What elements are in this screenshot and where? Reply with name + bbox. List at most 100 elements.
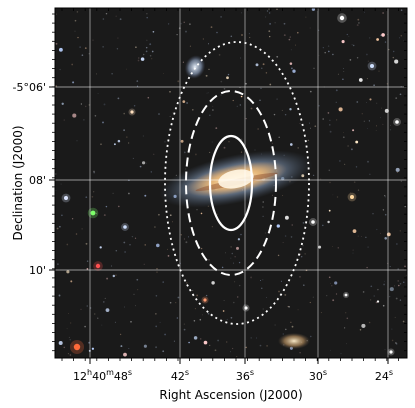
faint-star	[309, 122, 311, 124]
faint-star	[386, 33, 388, 35]
faint-star	[346, 343, 347, 345]
faint-star	[399, 93, 402, 96]
faint-star	[144, 244, 146, 246]
faint-star	[211, 141, 213, 143]
faint-star	[343, 163, 346, 166]
bright-star	[180, 139, 184, 143]
faint-star	[256, 250, 257, 252]
faint-star	[282, 195, 284, 196]
companion-galaxy-bottom	[278, 333, 310, 349]
faint-star	[290, 236, 293, 238]
faint-star	[368, 120, 371, 122]
faint-star	[97, 317, 99, 319]
faint-star	[92, 39, 94, 41]
bright-star	[188, 341, 190, 344]
faint-star	[76, 140, 78, 142]
bright-star	[386, 232, 391, 237]
faint-star	[60, 183, 62, 185]
faint-star	[400, 180, 402, 182]
faint-star	[130, 320, 132, 323]
bright-star	[66, 270, 70, 274]
faint-star	[335, 89, 338, 92]
faint-star	[249, 36, 251, 39]
faint-star	[136, 85, 139, 87]
faint-star	[93, 171, 95, 174]
faint-star	[143, 263, 145, 265]
faint-star	[234, 256, 236, 258]
faint-star	[260, 87, 262, 90]
faint-star	[299, 352, 301, 354]
faint-star	[337, 73, 339, 75]
faint-star	[196, 294, 199, 297]
faint-star	[271, 142, 273, 144]
faint-star	[233, 262, 235, 264]
faint-star	[310, 127, 312, 129]
faint-star	[384, 195, 386, 197]
faint-star	[223, 299, 225, 301]
faint-star	[400, 9, 403, 12]
faint-star	[227, 73, 230, 76]
bright-star	[113, 143, 116, 146]
faint-star	[355, 166, 358, 168]
faint-star	[390, 124, 392, 126]
faint-star	[226, 341, 228, 343]
faint-star	[105, 205, 108, 208]
faint-star	[365, 236, 367, 238]
notable-star	[370, 64, 374, 68]
faint-star	[94, 115, 97, 117]
faint-star	[132, 157, 134, 159]
faint-star	[376, 102, 378, 104]
faint-star	[245, 82, 247, 85]
faint-star	[65, 194, 67, 196]
faint-star	[142, 53, 145, 56]
faint-star	[68, 313, 69, 314]
faint-star	[236, 356, 238, 357]
faint-star	[384, 41, 387, 43]
faint-star	[336, 196, 339, 198]
faint-star	[309, 301, 311, 304]
faint-star	[169, 301, 172, 304]
bright-star	[99, 246, 102, 249]
bright-star	[289, 108, 292, 111]
faint-star	[189, 45, 191, 47]
faint-star	[176, 33, 178, 36]
minor-ticks	[52, 8, 407, 361]
faint-star	[185, 168, 187, 170]
faint-star	[146, 13, 148, 15]
bright-star	[105, 308, 110, 312]
faint-star	[396, 343, 398, 345]
faint-star	[151, 50, 154, 53]
faint-star	[136, 278, 139, 281]
faint-star	[194, 308, 196, 310]
faint-star	[201, 314, 203, 316]
faint-star	[384, 196, 387, 198]
faint-star	[329, 124, 331, 126]
faint-star	[68, 336, 70, 338]
faint-star	[396, 243, 398, 245]
faint-star	[297, 309, 299, 311]
faint-star	[388, 295, 391, 298]
faint-star	[245, 117, 247, 120]
notable-star	[395, 120, 399, 124]
bright-star	[289, 143, 293, 146]
bright-star	[156, 243, 160, 248]
faint-star	[370, 285, 373, 288]
faint-star	[328, 276, 331, 279]
faint-star	[205, 74, 208, 77]
faint-star	[104, 297, 106, 299]
faint-star	[146, 16, 148, 19]
bright-star	[381, 33, 385, 37]
faint-star	[362, 291, 365, 293]
faint-star	[147, 96, 150, 99]
faint-star	[389, 129, 392, 131]
faint-star	[307, 139, 309, 142]
faint-star	[277, 254, 280, 257]
faint-star	[151, 58, 153, 60]
bright-star	[72, 113, 77, 118]
faint-star	[167, 23, 170, 25]
faint-star	[309, 27, 311, 29]
faint-star	[103, 103, 106, 106]
faint-star	[138, 57, 140, 59]
faint-star	[185, 241, 188, 244]
faint-star	[80, 308, 82, 311]
